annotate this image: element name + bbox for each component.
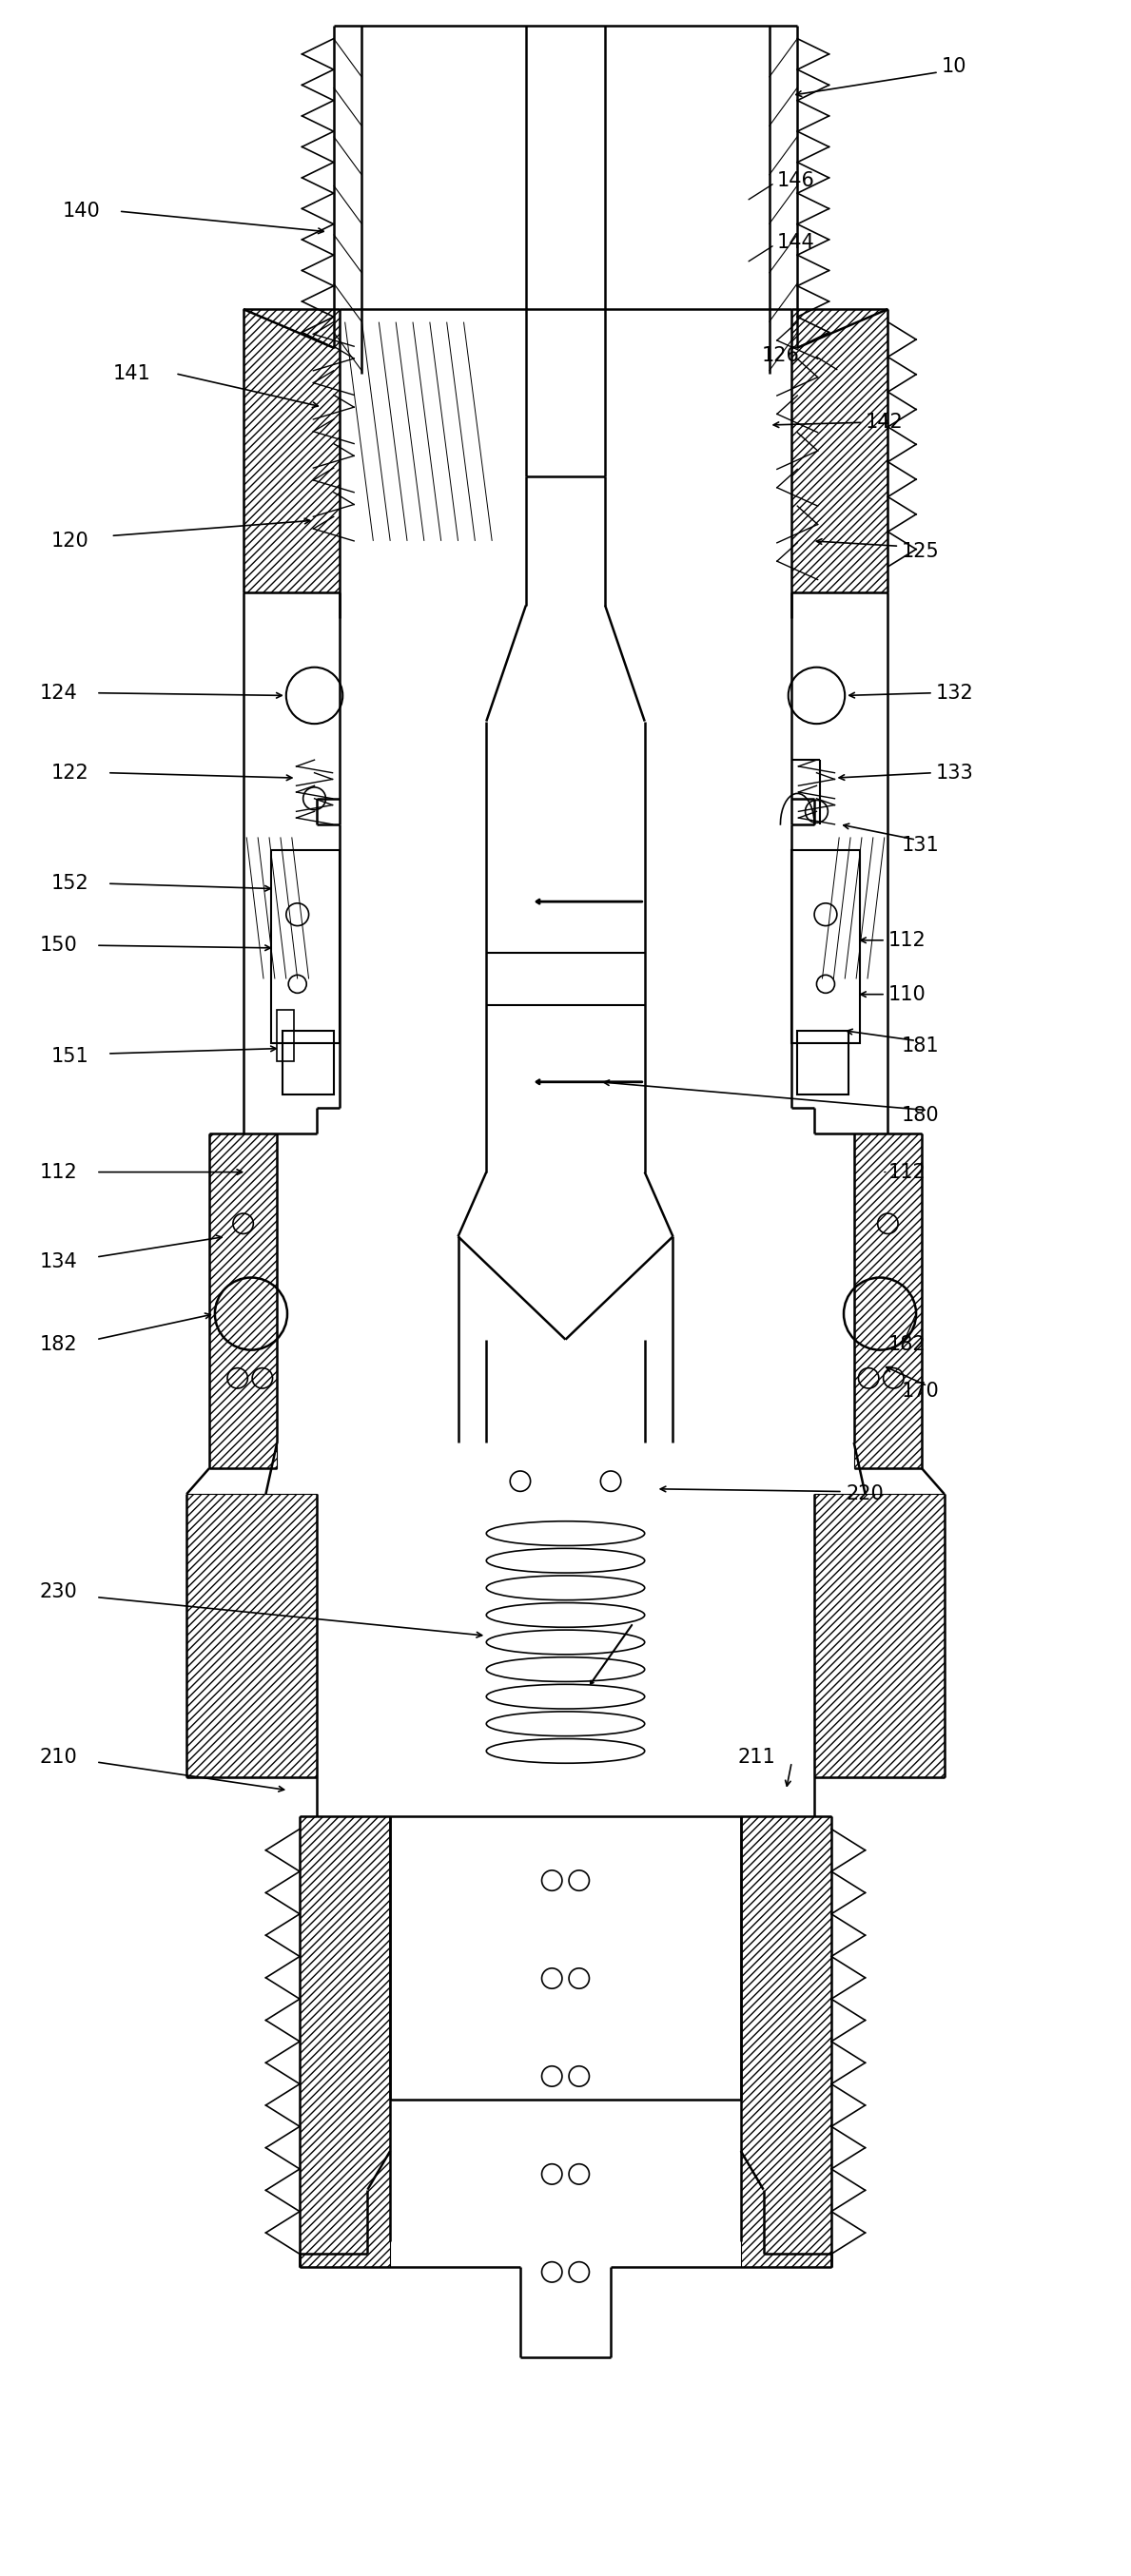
Text: 146: 146 bbox=[777, 170, 815, 191]
Text: 230: 230 bbox=[40, 1582, 77, 1602]
Polygon shape bbox=[243, 309, 339, 592]
Bar bbox=[277, 1010, 294, 1061]
Text: 133: 133 bbox=[935, 762, 973, 783]
Text: 181: 181 bbox=[901, 1036, 939, 1056]
Text: 120: 120 bbox=[51, 531, 88, 551]
Text: 112: 112 bbox=[888, 930, 925, 951]
Text: 122: 122 bbox=[51, 762, 88, 783]
Text: 141: 141 bbox=[113, 363, 150, 384]
Text: 140: 140 bbox=[62, 201, 100, 222]
Text: 112: 112 bbox=[40, 1162, 77, 1182]
Text: 182: 182 bbox=[40, 1334, 77, 1355]
Text: 152: 152 bbox=[51, 873, 88, 894]
Polygon shape bbox=[741, 1816, 831, 2267]
Text: 144: 144 bbox=[777, 232, 814, 252]
Text: 170: 170 bbox=[901, 1381, 939, 1401]
Text: 180: 180 bbox=[901, 1105, 939, 1126]
Text: 124: 124 bbox=[40, 683, 77, 703]
Text: 210: 210 bbox=[40, 1747, 77, 1767]
Text: 150: 150 bbox=[40, 935, 77, 956]
Polygon shape bbox=[854, 1133, 922, 1468]
Text: 125: 125 bbox=[901, 541, 939, 562]
Polygon shape bbox=[300, 1816, 390, 2267]
Text: 132: 132 bbox=[935, 683, 973, 703]
Text: 134: 134 bbox=[40, 1252, 77, 1273]
Polygon shape bbox=[209, 1133, 277, 1468]
Text: 182: 182 bbox=[888, 1334, 925, 1355]
Text: 131: 131 bbox=[901, 835, 939, 855]
Bar bbox=[283, 1030, 334, 1095]
Text: 110: 110 bbox=[888, 984, 925, 1005]
Bar bbox=[792, 850, 860, 1043]
Bar bbox=[271, 850, 339, 1043]
Text: 10: 10 bbox=[941, 57, 966, 77]
Polygon shape bbox=[792, 309, 888, 592]
Polygon shape bbox=[814, 1494, 944, 1777]
Text: 142: 142 bbox=[865, 412, 903, 433]
Bar bbox=[797, 1030, 848, 1095]
Text: 211: 211 bbox=[737, 1747, 775, 1767]
Text: 151: 151 bbox=[51, 1046, 88, 1066]
Polygon shape bbox=[187, 1494, 317, 1777]
Text: 112: 112 bbox=[888, 1162, 925, 1182]
Text: 220: 220 bbox=[846, 1484, 883, 1504]
Text: 126: 126 bbox=[761, 345, 800, 366]
